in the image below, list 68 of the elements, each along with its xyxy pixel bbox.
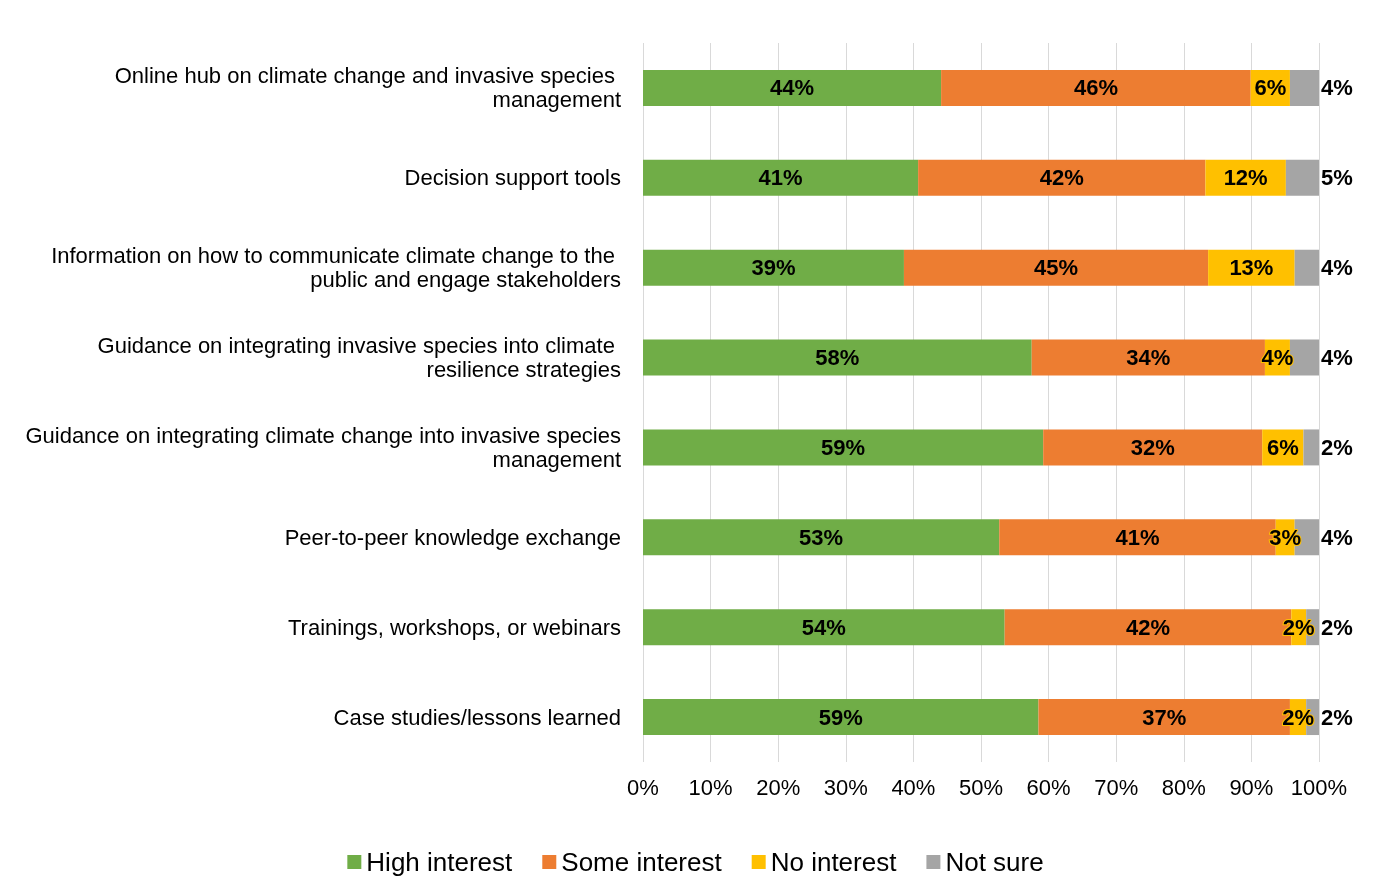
data-label: 4% — [1321, 75, 1353, 101]
data-label: 4% — [1321, 345, 1353, 371]
bar — [1043, 429, 1263, 466]
x-tick-label: 0% — [627, 774, 659, 800]
bar — [941, 69, 1251, 106]
bar — [643, 249, 904, 286]
data-label: 44% — [770, 75, 815, 101]
y-tick-label: Guidance on integrating climate change into invasive species management — [25, 422, 621, 472]
x-tick-label: 70% — [1094, 774, 1139, 800]
data-label: 4% — [1321, 524, 1353, 550]
bar — [918, 159, 1206, 196]
data-label: 2% — [1321, 614, 1353, 640]
bar — [1289, 69, 1319, 106]
x-tick-label: 50% — [958, 774, 1004, 800]
y-tick-label: Online hub on climate change and invasive species management — [114, 63, 621, 113]
legend-label: No interest — [770, 847, 898, 877]
data-label: 53% — [799, 524, 844, 550]
data-label: 34% — [1126, 345, 1171, 371]
x-tick-label: 30% — [823, 774, 868, 800]
data-label: 6% — [1254, 75, 1287, 101]
x-tick-label: 80% — [1161, 774, 1206, 800]
bar — [643, 339, 1032, 376]
y-tick-label: Guidance on integrating invasive species into climate resilience strategies — [97, 333, 621, 383]
bar — [643, 429, 1044, 466]
bar — [643, 699, 1039, 736]
bar — [643, 609, 1005, 646]
data-label: 59% — [821, 434, 866, 460]
data-label: 2% — [1282, 614, 1315, 640]
data-label: 46% — [1073, 75, 1118, 101]
data-label: 2% — [1321, 434, 1353, 460]
x-tick-label: 10% — [688, 774, 733, 800]
data-label: 42% — [1125, 614, 1170, 640]
data-label: 41% — [758, 165, 803, 191]
data-label: 42% — [1039, 165, 1084, 191]
data-label: 41% — [1115, 524, 1160, 550]
y-tick-label: Trainings, workshops, or webinars — [288, 614, 621, 640]
data-label: 32% — [1130, 434, 1175, 460]
x-tick-label: 20% — [756, 774, 801, 800]
y-tick-label: Information on how to communicate climate change to the public and engage stakeholders — [51, 243, 621, 293]
y-tick-label: Peer-to-peer knowledge exchange — [284, 524, 621, 550]
data-label: 2% — [1321, 704, 1353, 730]
data-label: 37% — [1142, 704, 1187, 730]
y-tick-label: Case studies/lessons learned — [333, 704, 621, 730]
bar — [643, 519, 1000, 556]
data-label: 13% — [1229, 255, 1274, 281]
bar — [903, 249, 1209, 286]
bar — [1285, 159, 1319, 196]
x-tick-label: 90% — [1229, 774, 1274, 800]
data-label: 58% — [815, 345, 860, 371]
data-label: 54% — [801, 614, 846, 640]
data-label: 6% — [1266, 434, 1299, 460]
data-label: 39% — [751, 255, 796, 281]
x-tick-label: 100% — [1290, 774, 1348, 800]
data-label: 4% — [1321, 255, 1353, 281]
bar — [1294, 249, 1319, 286]
bar — [643, 69, 942, 106]
x-tick-label: 60% — [1026, 774, 1071, 800]
data-label: 59% — [818, 704, 863, 730]
legend-label: Not sure — [945, 847, 1044, 877]
legend-label: Some interest — [561, 847, 723, 877]
legend-label: High interest — [366, 847, 514, 877]
data-label: 12% — [1223, 165, 1268, 191]
bar — [1303, 429, 1319, 466]
data-label: 45% — [1034, 255, 1079, 281]
bar — [643, 159, 919, 196]
y-tick-label: Decision support tools — [404, 165, 621, 191]
x-tick-label: 40% — [891, 774, 936, 800]
data-label: 5% — [1321, 165, 1353, 191]
